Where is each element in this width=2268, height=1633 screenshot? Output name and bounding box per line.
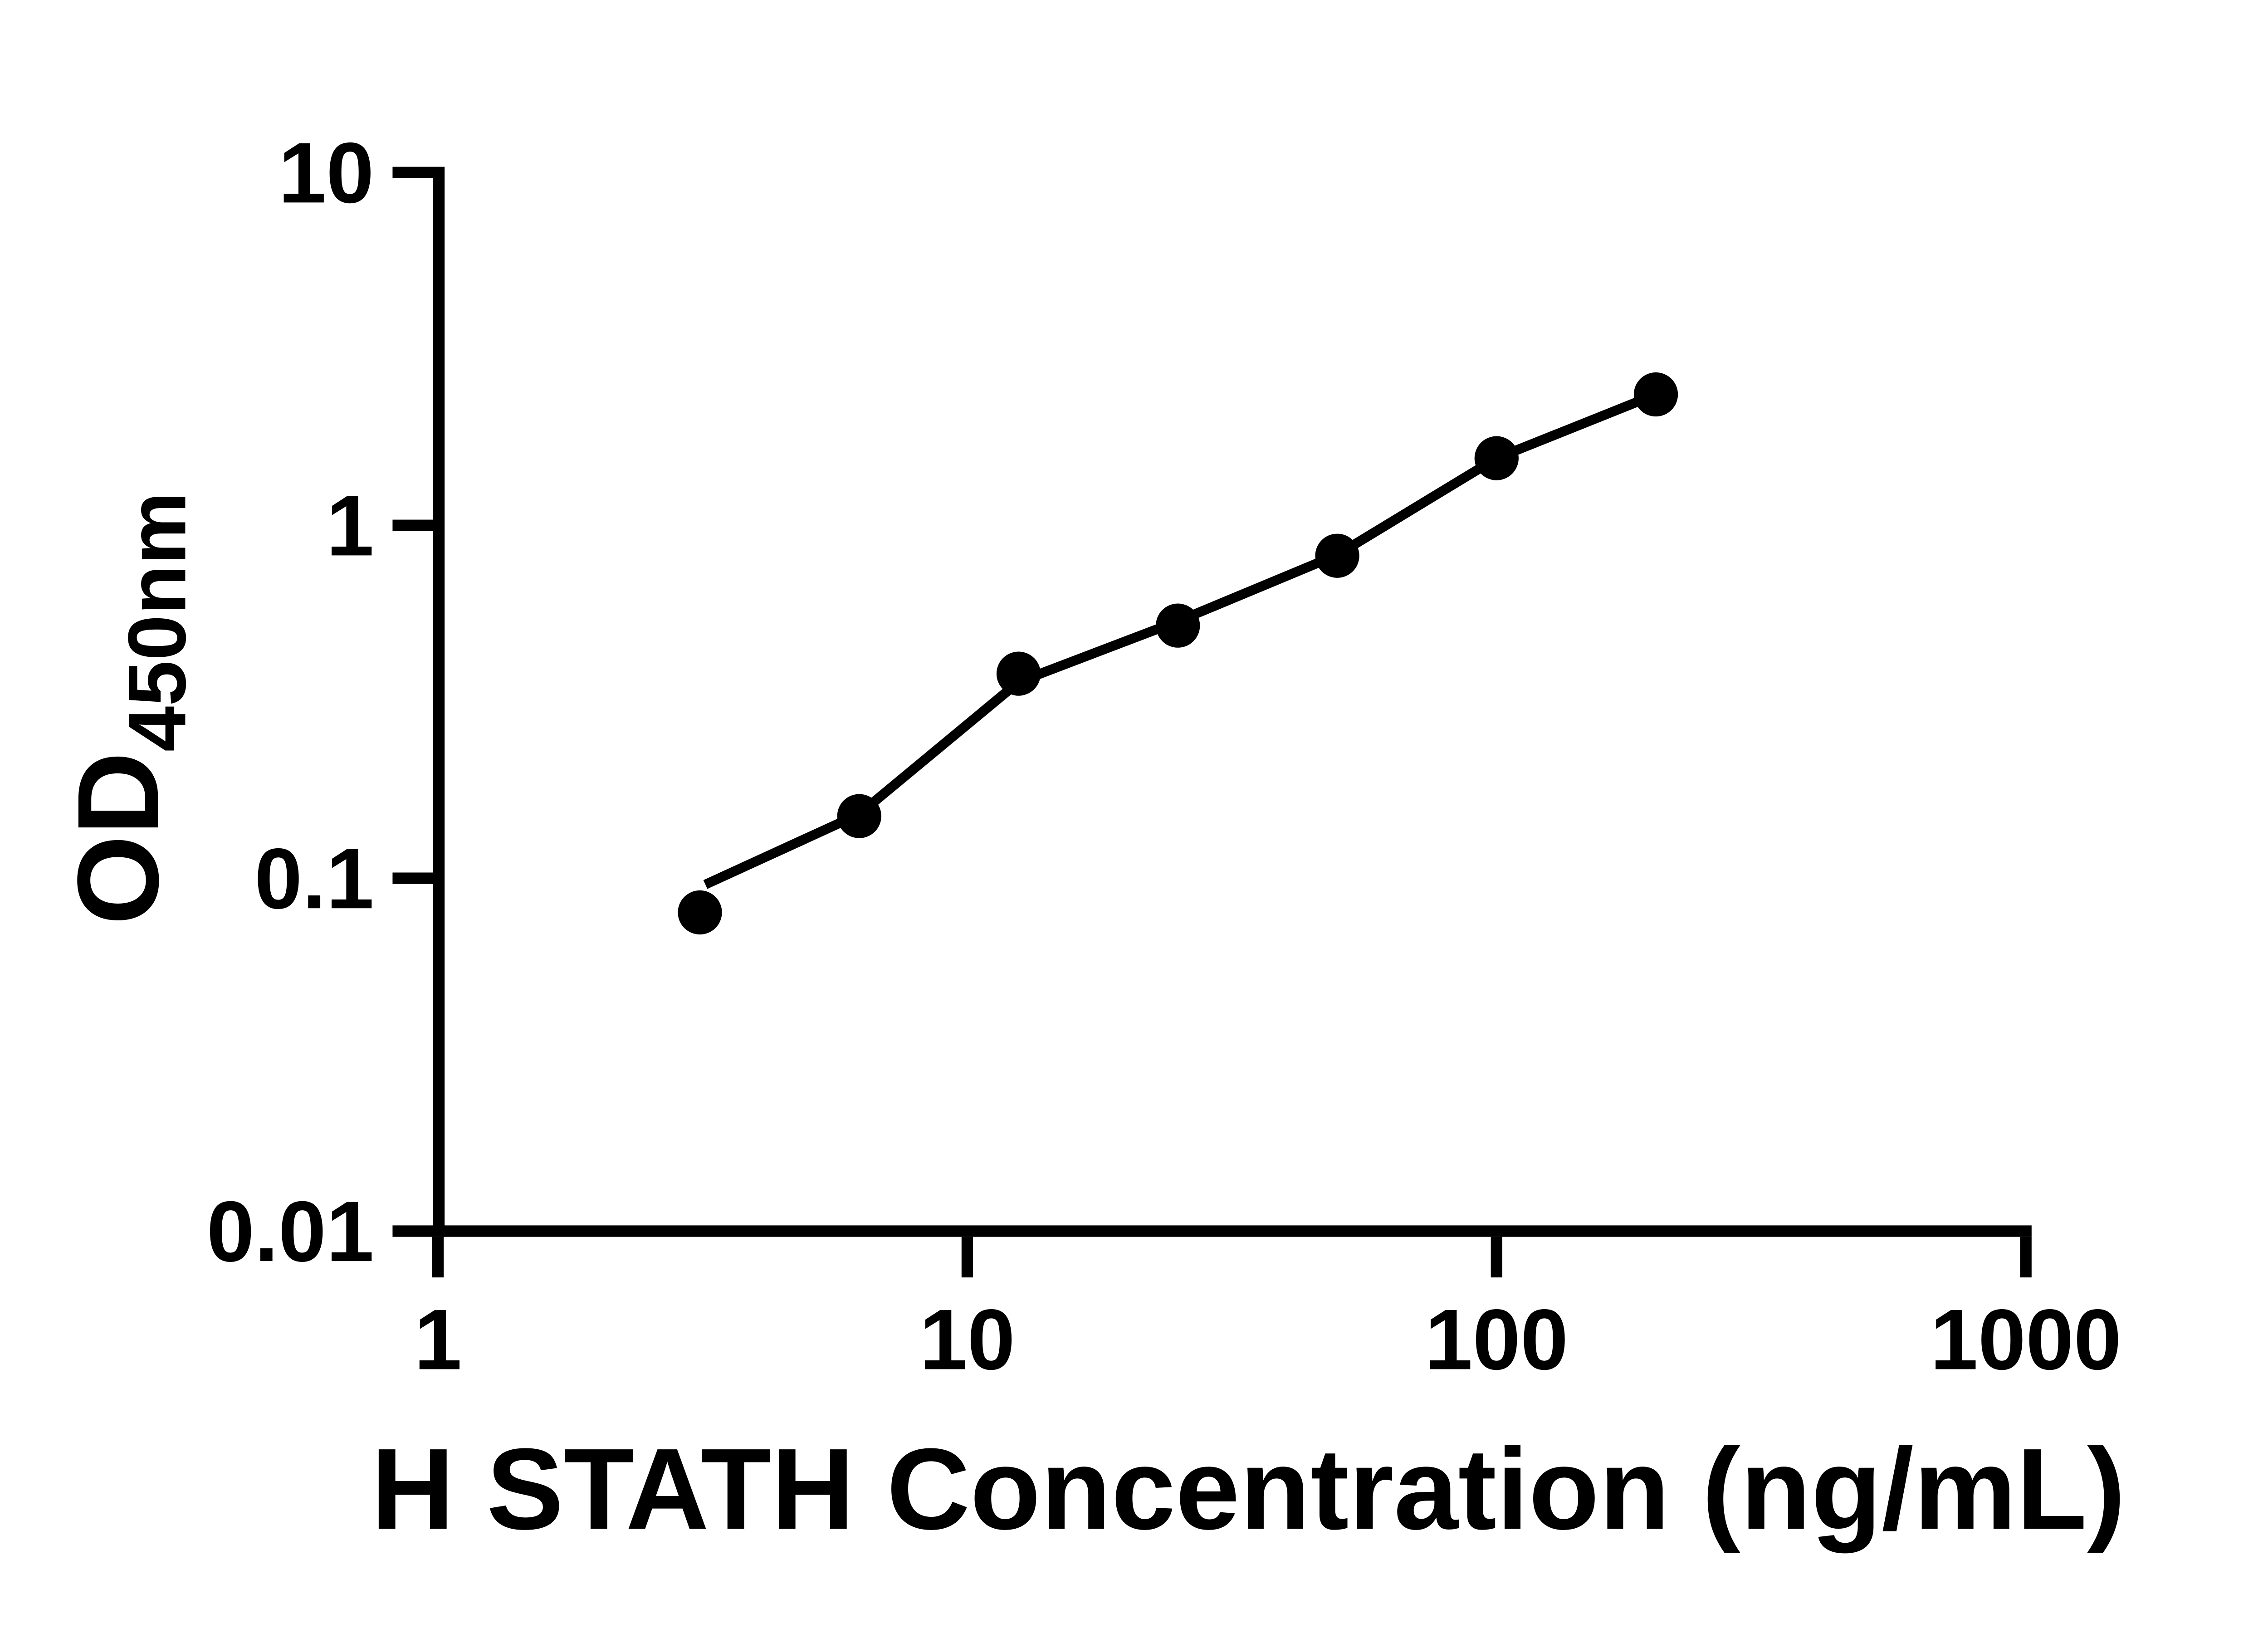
y-axis-title: OD450nm xyxy=(53,492,203,925)
x-tick-label: 100 xyxy=(1425,1291,1568,1388)
data-points-group xyxy=(678,372,1678,935)
y-axis-line xyxy=(433,166,445,1237)
x-tick-label: 10 xyxy=(919,1291,1015,1388)
y-axis-ticks xyxy=(392,166,433,1237)
data-point xyxy=(1315,533,1359,578)
y-tick xyxy=(392,872,433,884)
x-tick xyxy=(1491,1237,1502,1278)
data-point xyxy=(1633,372,1678,417)
y-axis-tick-labels: 10 1 0.1 0.01 xyxy=(207,125,374,1280)
x-tick-label: 1000 xyxy=(1930,1291,2121,1388)
y-tick xyxy=(392,1225,433,1237)
x-tick xyxy=(961,1237,973,1278)
y-tick-label: 10 xyxy=(279,125,374,221)
y-tick-label: 0.1 xyxy=(254,831,374,927)
x-axis-title: H STATH Concentration (ng/mL) xyxy=(371,1424,2126,1553)
x-tick-label: 1 xyxy=(414,1291,462,1388)
y-axis-title-subscript: 450nm xyxy=(111,492,203,752)
y-tick xyxy=(392,166,433,178)
y-axis-title-main: OD xyxy=(53,752,182,925)
data-point xyxy=(996,651,1041,696)
y-tick-label: 0.01 xyxy=(207,1183,374,1280)
y-tick xyxy=(392,519,433,531)
data-point xyxy=(678,890,722,935)
chart-background xyxy=(0,22,2268,1611)
x-axis-tick-labels: 1 10 100 1000 xyxy=(414,1291,2121,1388)
data-point xyxy=(1474,436,1519,480)
x-tick xyxy=(2020,1237,2032,1278)
data-point xyxy=(1156,603,1200,648)
x-axis-line xyxy=(433,1225,2032,1237)
x-tick xyxy=(432,1237,444,1278)
y-tick-label: 1 xyxy=(326,478,374,574)
x-axis-ticks xyxy=(432,1237,2032,1278)
data-point xyxy=(837,794,881,838)
